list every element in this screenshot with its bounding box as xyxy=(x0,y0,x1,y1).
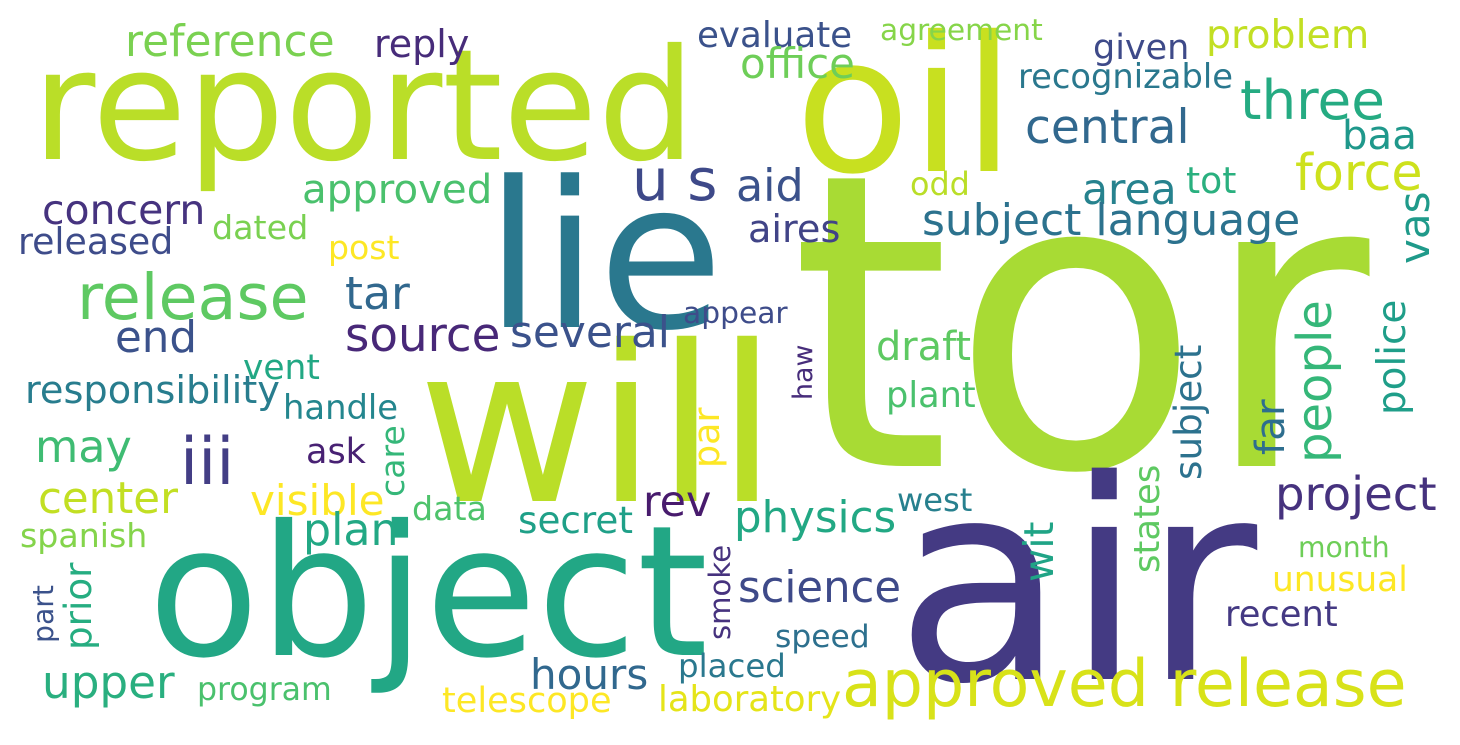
word-program: program xyxy=(197,671,332,708)
word-unusual: unusual xyxy=(1272,559,1408,600)
word-given: given xyxy=(1093,27,1190,68)
word-object: object xyxy=(148,485,709,698)
word-secret: secret xyxy=(518,498,634,542)
word-people: people xyxy=(1287,300,1343,463)
word-iii: iii xyxy=(180,424,235,500)
word-center: center xyxy=(38,474,178,524)
word-force: force xyxy=(1295,142,1423,202)
word-tot: tot xyxy=(1186,160,1237,202)
word-subject: subject xyxy=(1165,344,1210,480)
word-responsibility: responsibility xyxy=(25,368,280,413)
word-air: air xyxy=(895,421,1258,745)
word-wit: wit xyxy=(1014,521,1063,582)
word-three: three xyxy=(1240,68,1385,132)
word-tor: tor xyxy=(790,86,1370,563)
word-laboratory: laboratory xyxy=(658,678,842,720)
word-month: month xyxy=(1298,530,1390,564)
word-draft: draft xyxy=(876,323,972,370)
word-end: end xyxy=(115,313,197,363)
word-will: will xyxy=(418,300,778,553)
word-handle: handle xyxy=(283,387,399,427)
word-spanish: spanish xyxy=(20,516,148,555)
word-post: post xyxy=(328,227,400,267)
word-evaluate: evaluate xyxy=(697,14,853,56)
word-baa: baa xyxy=(1342,113,1417,159)
word-physics: physics xyxy=(734,492,897,543)
word-release: release xyxy=(77,260,309,334)
word-states: states xyxy=(1126,464,1168,573)
word-far: far xyxy=(1247,399,1294,455)
word-upper: upper xyxy=(42,656,175,709)
word-data: data xyxy=(412,488,487,528)
word-oil: oil xyxy=(795,0,1016,216)
word-police: police xyxy=(1369,299,1415,415)
word-central: central xyxy=(1025,99,1190,155)
word-ask: ask xyxy=(306,432,366,472)
word-office: office xyxy=(740,39,855,88)
word-part: part xyxy=(27,585,60,643)
word-concern: concern xyxy=(42,185,206,234)
word-reported: reported xyxy=(32,17,696,196)
word-prior: prior xyxy=(55,562,100,650)
word-project: project xyxy=(1275,466,1437,521)
word-west: west xyxy=(897,480,973,519)
word-visible: visible xyxy=(250,475,385,525)
word-hours: hours xyxy=(530,650,649,699)
word-recognizable: recognizable xyxy=(1018,57,1233,96)
word-lie: lie xyxy=(485,139,724,376)
word-approved: approved xyxy=(302,167,493,213)
word-approved-release: approved release xyxy=(842,646,1407,722)
word-aires: aires xyxy=(748,208,841,252)
word-subject-language: subject language xyxy=(922,195,1301,246)
word-tar: tar xyxy=(345,266,410,320)
word-recent: recent xyxy=(1225,594,1338,635)
word-par: par xyxy=(685,407,728,468)
word-reply: reply xyxy=(374,22,470,66)
word-area: area xyxy=(1082,166,1177,215)
word-science: science xyxy=(738,562,902,613)
word-appear: appear xyxy=(683,296,788,331)
word-plant: plant xyxy=(886,375,976,416)
word-agreement: agreement xyxy=(880,13,1043,48)
word-problem: problem xyxy=(1206,11,1370,58)
word-reference: reference xyxy=(125,16,335,67)
word-placed: placed xyxy=(678,646,786,685)
word-several: several xyxy=(510,307,670,358)
word-speed: speed xyxy=(775,619,870,655)
word-telescope: telescope xyxy=(442,680,612,721)
word-aid: aid xyxy=(736,161,804,212)
word-rev: rev xyxy=(643,476,712,527)
word-source: source xyxy=(345,308,501,363)
word-plan: plan xyxy=(303,505,399,556)
word-odd: odd xyxy=(910,165,970,203)
word-u-s: u s xyxy=(632,146,718,214)
word-haw: haw xyxy=(787,344,819,400)
word-released: released xyxy=(18,219,174,263)
word-smoke: smoke xyxy=(702,544,737,640)
word-vas: vas xyxy=(1389,191,1439,264)
word-may: may xyxy=(35,421,132,473)
word-vent: vent xyxy=(243,347,320,388)
word-dated: dated xyxy=(212,208,309,247)
